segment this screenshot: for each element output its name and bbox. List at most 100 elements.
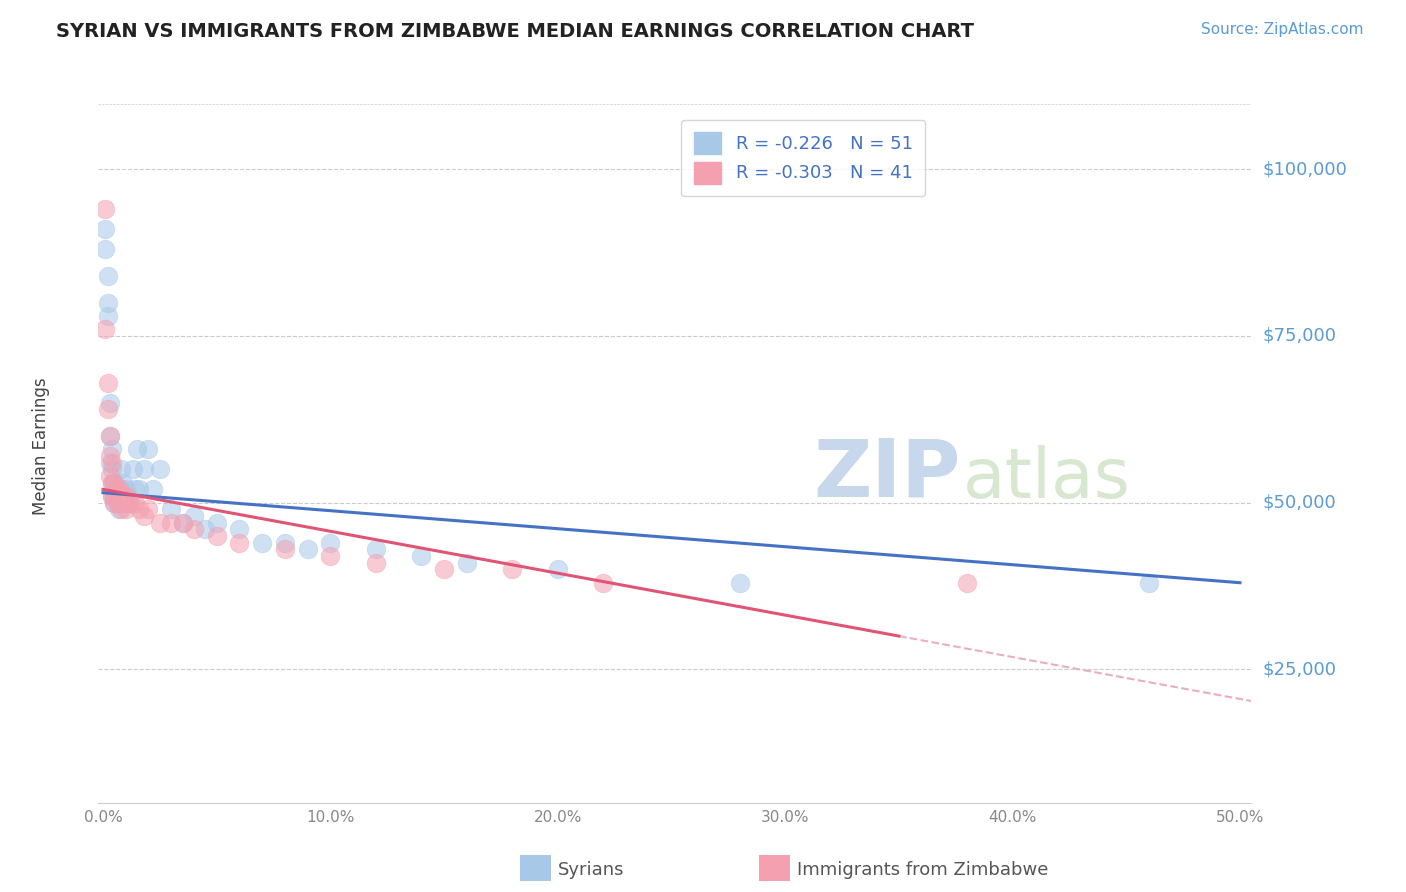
Point — [110, 483, 132, 497]
Point — [114, 502, 136, 516]
Point — [956, 575, 979, 590]
Point — [101, 475, 124, 490]
Point — [128, 483, 150, 497]
Point — [105, 496, 128, 510]
Point — [114, 489, 136, 503]
Point — [138, 442, 160, 457]
Point — [364, 542, 387, 557]
Text: Source: ZipAtlas.com: Source: ZipAtlas.com — [1201, 22, 1364, 37]
Point — [105, 483, 128, 497]
Text: SYRIAN VS IMMIGRANTS FROM ZIMBABWE MEDIAN EARNINGS CORRELATION CHART: SYRIAN VS IMMIGRANTS FROM ZIMBABWE MEDIA… — [56, 22, 974, 41]
Point — [728, 575, 751, 590]
Point — [592, 575, 614, 590]
Point — [108, 483, 131, 497]
Text: $100,000: $100,000 — [1263, 161, 1347, 178]
Point — [183, 522, 205, 536]
Text: $50,000: $50,000 — [1263, 493, 1336, 512]
Point — [98, 456, 121, 470]
Point — [105, 489, 128, 503]
Point — [110, 502, 132, 516]
Point — [101, 462, 124, 476]
Point — [98, 395, 121, 409]
Point — [103, 489, 125, 503]
Point — [120, 496, 142, 510]
Point — [128, 502, 150, 516]
Text: $25,000: $25,000 — [1263, 660, 1337, 679]
Point — [103, 475, 125, 490]
Point — [433, 562, 456, 576]
Point — [101, 475, 124, 490]
Point — [117, 496, 139, 510]
Point — [110, 462, 132, 476]
Point — [274, 535, 297, 549]
Point — [228, 535, 250, 549]
Point — [103, 496, 125, 510]
Point — [103, 496, 125, 510]
Text: ZIP: ZIP — [813, 435, 960, 514]
Point — [250, 535, 273, 549]
Point — [94, 322, 117, 336]
Text: Median Earnings: Median Earnings — [32, 377, 49, 515]
Point — [112, 496, 135, 510]
Point — [120, 496, 142, 510]
Point — [110, 489, 132, 503]
Point — [96, 268, 118, 283]
Point — [547, 562, 569, 576]
Point — [108, 483, 131, 497]
Point — [205, 516, 228, 530]
Point — [132, 462, 155, 476]
Point — [96, 376, 118, 390]
Point — [101, 456, 124, 470]
Point — [228, 522, 250, 536]
Legend: R = -0.226   N = 51, R = -0.303   N = 41: R = -0.226 N = 51, R = -0.303 N = 41 — [682, 120, 925, 196]
Point — [160, 502, 183, 516]
Point — [297, 542, 319, 557]
Point — [114, 483, 136, 497]
Point — [98, 469, 121, 483]
Point — [96, 295, 118, 310]
Point — [172, 516, 194, 530]
Point — [101, 442, 124, 457]
Point — [112, 489, 135, 503]
Point — [105, 483, 128, 497]
Point — [364, 556, 387, 570]
Point — [456, 556, 478, 570]
Point — [138, 502, 160, 516]
Point — [411, 549, 433, 563]
Point — [205, 529, 228, 543]
Text: Syrians: Syrians — [558, 861, 624, 879]
Point — [274, 542, 297, 557]
Point — [96, 402, 118, 417]
Point — [183, 509, 205, 524]
Point — [172, 516, 194, 530]
Point — [98, 429, 121, 443]
Point — [98, 449, 121, 463]
Point — [149, 516, 172, 530]
Point — [142, 483, 165, 497]
Text: Immigrants from Zimbabwe: Immigrants from Zimbabwe — [797, 861, 1049, 879]
Point — [117, 489, 139, 503]
Point — [194, 522, 217, 536]
Point — [501, 562, 523, 576]
Point — [103, 475, 125, 490]
Point — [121, 462, 143, 476]
Point — [94, 222, 117, 236]
Point — [101, 489, 124, 503]
Text: atlas: atlas — [963, 444, 1130, 512]
Point — [319, 535, 342, 549]
Point — [105, 489, 128, 503]
Point — [98, 429, 121, 443]
Point — [112, 475, 135, 490]
Point — [96, 309, 118, 323]
Point — [1137, 575, 1160, 590]
Point — [149, 462, 172, 476]
Point — [101, 489, 124, 503]
Point — [319, 549, 342, 563]
Point — [94, 242, 117, 256]
Point — [124, 483, 146, 497]
Point — [132, 509, 155, 524]
Point — [108, 496, 131, 510]
Point — [125, 442, 148, 457]
Point — [108, 502, 131, 516]
Point — [103, 489, 125, 503]
